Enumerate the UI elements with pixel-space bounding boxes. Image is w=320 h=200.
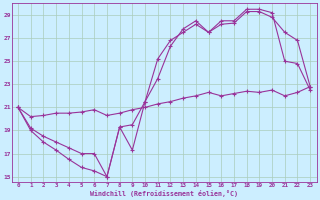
X-axis label: Windchill (Refroidissement éolien,°C): Windchill (Refroidissement éolien,°C) <box>90 190 238 197</box>
